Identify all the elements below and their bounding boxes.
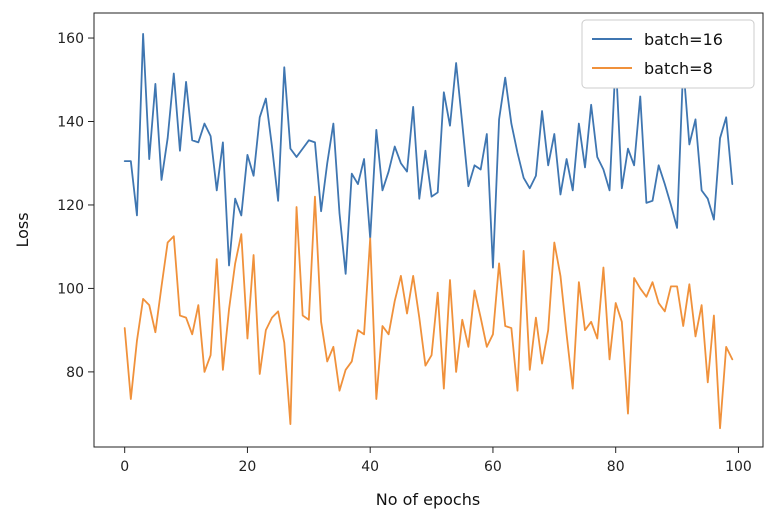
y-tick-label: 80 — [66, 365, 84, 381]
x-tick-label: 60 — [484, 459, 502, 475]
x-axis-title: No of epochs — [376, 490, 480, 509]
legend-box — [581, 19, 755, 89]
y-tick-label: 160 — [57, 31, 84, 47]
series-line-batch-16 — [123, 32, 734, 275]
y-axis-title: Loss — [13, 212, 32, 247]
y-tick-label: 120 — [57, 198, 84, 214]
series-layer — [123, 32, 734, 430]
x-tick-label: 80 — [607, 459, 625, 475]
x-tick-label: 100 — [725, 459, 752, 475]
y-tick-label: 100 — [57, 281, 84, 297]
x-tick-label: 20 — [239, 459, 257, 475]
x-tick-label: 0 — [120, 459, 129, 475]
x-tick-label: 40 — [361, 459, 379, 475]
y-axis: 80 100 120 140 160 — [57, 31, 94, 381]
legend: batch=16 batch=8 — [581, 19, 755, 89]
legend-label-batch-16: batch=16 — [644, 30, 723, 49]
legend-label-batch-8: batch=8 — [644, 59, 713, 78]
series-line-batch-8 — [123, 195, 734, 430]
x-axis: 0 20 40 60 80 100 — [120, 447, 752, 475]
y-tick-label: 140 — [57, 115, 84, 131]
